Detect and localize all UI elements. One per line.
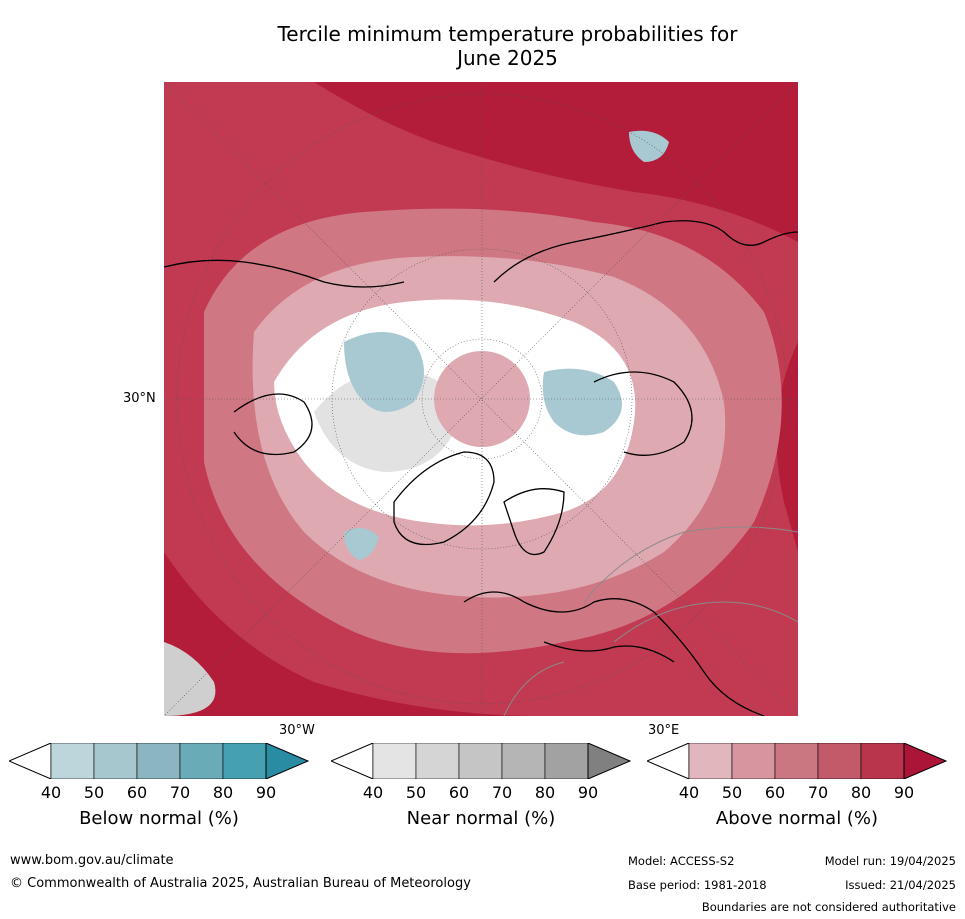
legend-below-normal: 40 50 60 70 80 90 Below normal (%) <box>9 743 309 833</box>
colorbar-tick-label: 60 <box>448 783 470 802</box>
lon-label-30e: 30°E <box>648 723 680 738</box>
deep-warm-pacific <box>314 82 798 242</box>
colorbar-tick-label: 80 <box>212 783 234 802</box>
borders <box>503 526 798 716</box>
colorbar-segment <box>544 743 589 779</box>
below-normal-alaska <box>629 130 669 162</box>
colorbar-extend-low <box>331 743 374 779</box>
footer-copyright: © Commonwealth of Australia 2025, Austra… <box>10 876 471 891</box>
legend-caption-near: Near normal (%) <box>406 808 556 829</box>
border-line-3 <box>503 661 565 716</box>
near-normal-grey <box>314 370 456 472</box>
border-line-1 <box>583 526 798 603</box>
colorbar-segment <box>860 743 905 779</box>
colorbar-segment <box>731 743 776 779</box>
graticule <box>164 82 798 716</box>
legend-ticks-above: 40 50 60 70 80 90 <box>647 783 947 803</box>
colorbar-segment <box>179 743 224 779</box>
colorbar-segment <box>415 743 460 779</box>
colorbar-tick-label: 70 <box>169 783 191 802</box>
footer-website: www.bom.gov.au/climate <box>10 853 174 868</box>
coast-greenland <box>393 451 495 546</box>
colorbar-tick-label: 40 <box>362 783 384 802</box>
map-canvas <box>164 82 798 716</box>
graticule-meridian-45a <box>164 82 798 716</box>
title-line-2: June 2025 <box>457 46 558 70</box>
legend-colorbar-above <box>647 743 947 779</box>
title-line-1: Tercile minimum temperature probabilitie… <box>277 22 738 46</box>
colorbar-tick-label: 60 <box>764 783 786 802</box>
legend-caption-above: Above normal (%) <box>715 808 879 829</box>
colorbar-extend-low <box>647 743 690 779</box>
border-line-2 <box>613 601 798 643</box>
colorbar-segment <box>774 743 819 779</box>
colorbar-segment <box>136 743 181 779</box>
colorbar-tick-label: 70 <box>491 783 513 802</box>
colorbar-segment <box>458 743 503 779</box>
legend-colorbar-below <box>9 743 309 779</box>
colorbar-tick-label: 70 <box>807 783 829 802</box>
colorbar-segment <box>222 743 267 779</box>
footer-model: Model: ACCESS-S2 <box>628 854 735 868</box>
deep-warm-east <box>776 342 798 552</box>
coast-siberia <box>593 371 693 456</box>
colorbar-tick-label: 40 <box>678 783 700 802</box>
colorbar-tick-label: 80 <box>534 783 556 802</box>
colorbar-tick-label: 90 <box>577 783 599 802</box>
coastlines <box>164 220 798 716</box>
colorbar-tick-label: 80 <box>850 783 872 802</box>
colorbar-segment <box>817 743 862 779</box>
colorbar-extend-high <box>587 743 631 779</box>
colorbar-segment <box>688 743 733 779</box>
below-normal-canada <box>344 332 424 412</box>
coast-europe <box>463 591 765 716</box>
coast-eurasia-north <box>493 220 798 283</box>
near-normal-westpacific <box>164 642 216 716</box>
colorbar-tick-label: 50 <box>83 783 105 802</box>
legend-ticks-near: 40 50 60 70 80 90 <box>331 783 631 803</box>
colorbar-tick-label: 90 <box>255 783 277 802</box>
legend-caption-below: Below normal (%) <box>79 808 239 829</box>
legend-near-normal: 40 50 60 70 80 90 Near normal (%) <box>331 743 631 833</box>
footer-model-run: Model run: 19/04/2025 <box>824 854 956 868</box>
legend-ticks-below: 40 50 60 70 80 90 <box>9 783 309 803</box>
colorbar-segment <box>93 743 138 779</box>
lon-label-30w: 30°W <box>279 723 315 738</box>
coast-mediterranean <box>543 641 675 663</box>
chart-title: Tercile minimum temperature probabilitie… <box>180 22 835 70</box>
colorbar-segment <box>501 743 546 779</box>
colorbar-tick-label: 40 <box>40 783 62 802</box>
lat-label-30n: 30°N <box>123 391 156 406</box>
coast-scandinavia <box>503 488 565 556</box>
footer-disclaimer: Boundaries are not considered authoritat… <box>701 900 956 914</box>
polar-map <box>164 82 798 716</box>
coast-north-america <box>164 259 405 288</box>
deep-warm-south <box>164 552 544 716</box>
colorbar-tick-label: 50 <box>721 783 743 802</box>
legend-colorbar-near <box>331 743 631 779</box>
colorbar-extend-high <box>265 743 309 779</box>
coast-hudson <box>233 393 313 456</box>
legend-above-normal: 40 50 60 70 80 90 Above normal (%) <box>647 743 947 833</box>
colorbar-segment <box>50 743 95 779</box>
colorbar-tick-label: 60 <box>126 783 148 802</box>
colorbar-tick-label: 50 <box>405 783 427 802</box>
colorbar-tick-label: 90 <box>893 783 915 802</box>
colorbar-segment <box>372 743 417 779</box>
colorbar-extend-low <box>9 743 52 779</box>
colorbar-extend-high <box>903 743 947 779</box>
graticule-meridian-45b <box>164 82 798 716</box>
footer-issued: Issued: 21/04/2025 <box>845 878 956 892</box>
below-normal-siberia <box>542 368 622 436</box>
footer-base-period: Base period: 1981-2018 <box>628 878 767 892</box>
below-normal-atlantic <box>344 528 379 560</box>
